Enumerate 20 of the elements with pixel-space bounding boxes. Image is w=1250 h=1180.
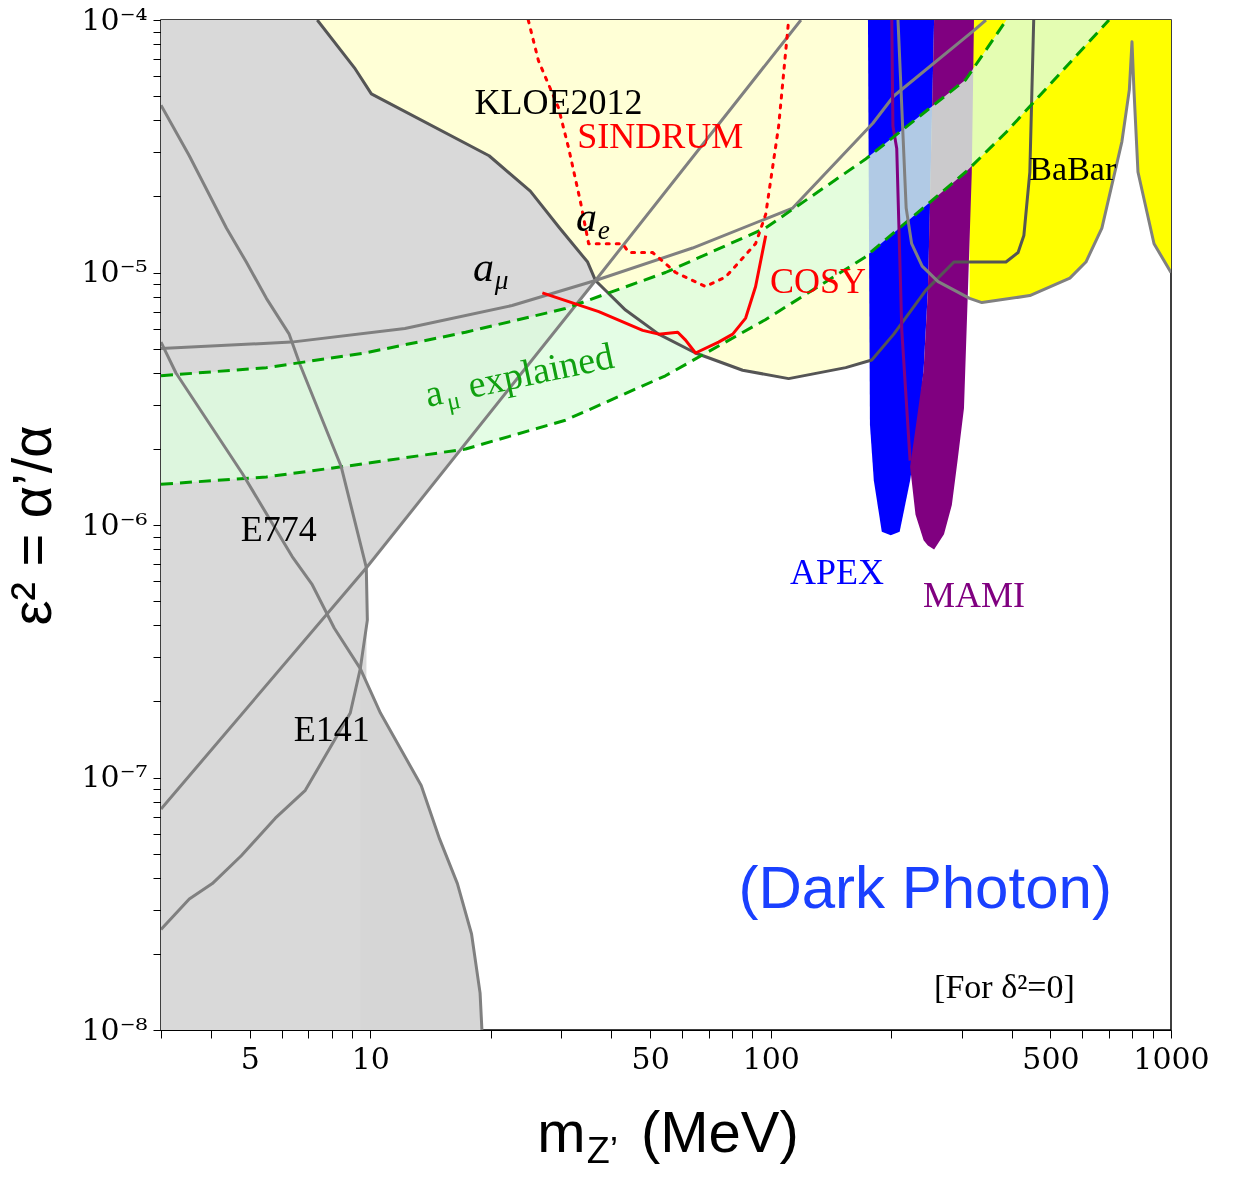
annotation: (Dark Photon) <box>738 854 1112 921</box>
y-tick-label: 10⁻⁶ <box>81 506 148 542</box>
x-tick-label: 100 <box>742 1040 800 1076</box>
annotation: MAMI <box>922 575 1025 615</box>
annotation: [For δ²=0] <box>934 968 1075 1005</box>
x-tick-label: 500 <box>1022 1040 1080 1076</box>
y-tick-label: 10⁻⁸ <box>81 1011 148 1047</box>
annotation: APEX <box>790 552 885 592</box>
annotation: E774 <box>240 509 317 549</box>
y-tick-label: 10⁻⁷ <box>81 759 148 794</box>
annotation: aμ explained <box>420 333 618 416</box>
x-tick-label: 1000 <box>1133 1040 1210 1076</box>
x-tick-label: 5 <box>240 1040 260 1076</box>
y-axis-title: ε² = α’/α <box>0 425 64 626</box>
x-tick-label: 50 <box>631 1040 670 1076</box>
y-tick-label: 10⁻⁴ <box>81 1 148 37</box>
x-tick-label: 10 <box>351 1040 390 1076</box>
annotation: E141 <box>293 709 370 749</box>
annotation: COSY <box>770 261 867 301</box>
y-tick-label: 10⁻⁵ <box>81 254 148 289</box>
